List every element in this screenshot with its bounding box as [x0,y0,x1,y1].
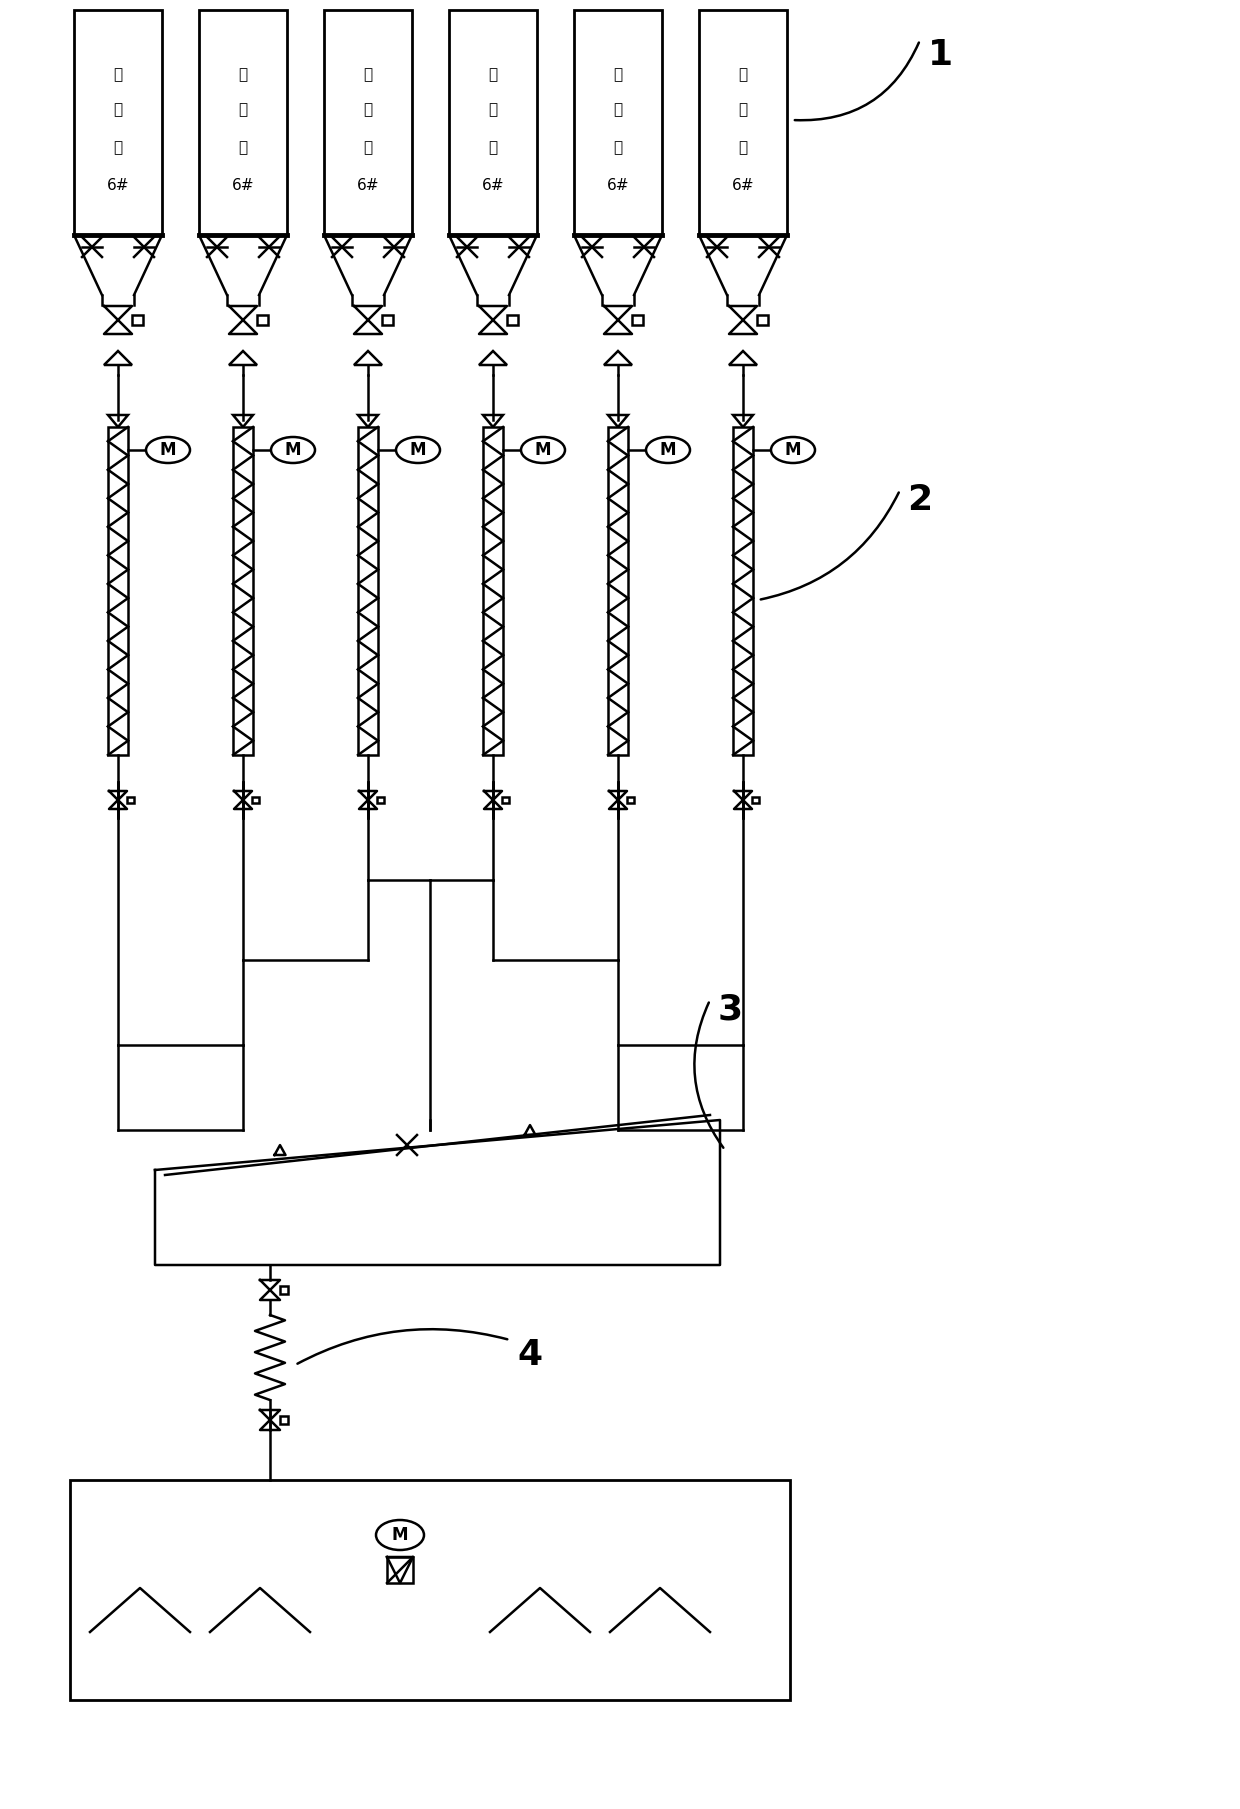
Text: 储: 储 [363,67,372,83]
Text: 料: 料 [614,103,622,118]
Polygon shape [604,351,632,365]
Bar [699,11,787,235]
Bar [377,796,384,803]
Text: 储: 储 [614,67,622,83]
Text: M: M [392,1527,408,1545]
Polygon shape [729,351,756,365]
Bar [108,427,128,754]
Polygon shape [608,414,627,427]
Text: 6#: 6# [107,177,129,192]
Bar [69,1480,790,1700]
Bar [574,11,662,235]
Text: 仓: 仓 [363,141,372,156]
Bar [233,427,253,754]
Text: M: M [160,441,176,459]
Ellipse shape [646,438,689,463]
Text: M: M [785,441,801,459]
Text: 料: 料 [489,103,497,118]
Polygon shape [104,351,131,365]
Text: 仓: 仓 [489,141,497,156]
Polygon shape [733,414,753,427]
Text: 料: 料 [238,103,248,118]
Bar [358,427,378,754]
Bar [257,315,268,326]
Polygon shape [229,351,257,365]
Bar [756,315,768,326]
Text: 3: 3 [718,993,743,1028]
Bar [502,796,508,803]
Text: 6#: 6# [232,177,254,192]
Bar [608,427,627,754]
Bar [280,1286,288,1293]
Bar [484,427,503,754]
Bar [74,11,162,235]
Text: 仓: 仓 [113,141,123,156]
Text: 6#: 6# [732,177,754,192]
Text: 储: 储 [113,67,123,83]
Text: 仓: 仓 [614,141,622,156]
Text: 6#: 6# [606,177,629,192]
Ellipse shape [521,438,565,463]
Bar [382,315,393,326]
Polygon shape [358,414,378,427]
Text: 储: 储 [489,67,497,83]
Bar [507,315,517,326]
Text: M: M [285,441,301,459]
Text: M: M [409,441,427,459]
Bar [252,796,259,803]
Text: 料: 料 [739,103,748,118]
Text: 6#: 6# [482,177,505,192]
Bar [131,315,143,326]
Ellipse shape [272,438,315,463]
Text: 4: 4 [517,1339,543,1371]
Bar [324,11,412,235]
Ellipse shape [771,438,815,463]
Text: M: M [660,441,676,459]
Bar [751,796,759,803]
Text: 储: 储 [739,67,748,83]
Bar [733,427,753,754]
Bar [280,1416,288,1424]
Text: 储: 储 [238,67,248,83]
Bar [126,796,134,803]
Text: 2: 2 [908,483,932,517]
Bar [198,11,286,235]
Text: 料: 料 [363,103,372,118]
Ellipse shape [376,1520,424,1550]
Text: 仓: 仓 [238,141,248,156]
Polygon shape [353,351,382,365]
Text: 6#: 6# [357,177,379,192]
Polygon shape [484,414,503,427]
Text: M: M [534,441,552,459]
Bar [627,796,634,803]
Text: 仓: 仓 [739,141,748,156]
Text: 1: 1 [928,38,952,72]
Text: 料: 料 [113,103,123,118]
Ellipse shape [396,438,440,463]
Polygon shape [479,351,507,365]
Ellipse shape [146,438,190,463]
Bar [387,1558,413,1583]
Polygon shape [233,414,253,427]
Bar [632,315,642,326]
Bar [449,11,537,235]
Polygon shape [108,414,128,427]
